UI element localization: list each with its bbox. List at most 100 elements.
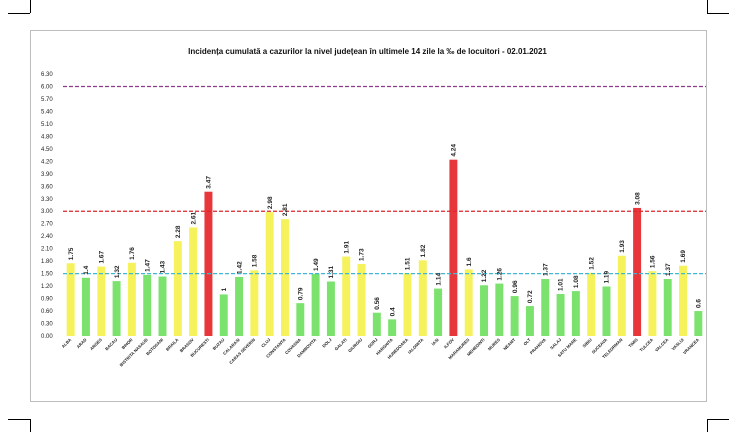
y-tick-label: 3.60 [41, 184, 53, 190]
data-label: 1.19 [604, 270, 611, 283]
data-label: 1.49 [313, 258, 320, 271]
data-label: 1.67 [98, 251, 105, 264]
bar [158, 276, 167, 336]
data-label: 0.79 [297, 287, 304, 300]
data-label: 0.6 [696, 299, 703, 308]
bar [204, 191, 213, 336]
data-label: 1.82 [420, 244, 427, 257]
y-tick-label: 5.40 [41, 109, 53, 115]
x-tick-label: PRAHOVA [529, 337, 547, 355]
bar [556, 293, 565, 336]
x-tick-label: DOLJ [321, 337, 333, 349]
y-tick-label: 3.30 [41, 197, 53, 203]
bar [235, 276, 244, 336]
y-tick-label: 4.20 [41, 159, 53, 165]
bar [250, 270, 259, 336]
bar [449, 159, 458, 336]
data-label: 0.4 [389, 307, 396, 316]
chart-title: Incidența cumulată a cazurilor la nivel … [188, 47, 547, 56]
data-label: 2.81 [282, 203, 289, 216]
bar [81, 277, 90, 336]
bar [357, 264, 366, 336]
x-tick-label: BACAU [104, 337, 118, 351]
y-tick-label: 0.90 [41, 297, 53, 303]
data-label: 1.93 [619, 240, 626, 253]
y-tick-label: 3.00 [41, 209, 53, 215]
bar [694, 311, 703, 336]
bar [112, 281, 121, 336]
data-label: 1.52 [588, 257, 595, 270]
bar [679, 265, 688, 336]
data-label: 1.26 [497, 268, 504, 281]
data-label: 1.75 [68, 247, 75, 260]
x-tick-label: ARAD [76, 337, 88, 349]
crop-mark-top-right-v [707, 0, 708, 13]
bar [342, 256, 351, 336]
x-tick-label: TULCEA [639, 337, 655, 353]
bar [296, 303, 305, 336]
bar [372, 312, 381, 336]
crop-mark-bottom-right-v [707, 419, 708, 432]
data-label: 1.14 [435, 273, 442, 286]
chart-frame [30, 30, 707, 402]
data-label: 1.42 [236, 261, 243, 274]
y-tick-label: 3.90 [41, 172, 53, 178]
x-tick-label: SIBIU [581, 337, 592, 348]
bar [602, 286, 611, 336]
y-tick-label: 5.70 [41, 97, 53, 103]
x-tick-label: VRANCEA [682, 337, 700, 355]
data-label: 1.37 [665, 263, 672, 276]
data-label: 1.47 [144, 259, 151, 272]
bar [587, 272, 596, 336]
x-tick-label: NEAMT [502, 337, 516, 351]
y-tick-label: 4.80 [41, 134, 53, 140]
data-label: 1.58 [252, 254, 259, 267]
x-tick-label: ARGES [89, 337, 103, 351]
bar [633, 207, 642, 336]
data-label: 4.24 [451, 144, 458, 157]
data-label: 3.47 [206, 176, 213, 189]
y-tick-label: 1.80 [41, 259, 53, 265]
data-label: 1.43 [160, 260, 167, 273]
y-tick-label: 2.10 [41, 247, 53, 253]
y-tick-label: 0.00 [41, 334, 53, 340]
bar [219, 294, 228, 336]
bar [311, 274, 320, 336]
data-label: 1.56 [650, 255, 657, 268]
bar [189, 227, 198, 336]
x-tick-label: ALBA [61, 337, 73, 349]
x-tick-label: ILFOV [443, 337, 455, 349]
y-tick-label: 5.10 [41, 122, 53, 128]
crop-mark-bottom-left-h [8, 419, 30, 420]
bar [648, 271, 657, 336]
data-label: 0.96 [512, 280, 519, 293]
y-tick-label: 0.30 [41, 322, 53, 328]
data-label: 1.32 [114, 265, 121, 278]
bar [495, 283, 504, 336]
bar [480, 285, 488, 336]
data-label: 1.37 [542, 263, 549, 276]
bar [66, 263, 75, 336]
data-label: 1 [221, 287, 228, 291]
bar [97, 266, 106, 336]
bar [541, 279, 550, 336]
bar [403, 273, 412, 336]
data-label: 1.4 [83, 265, 90, 274]
data-label: 1.51 [405, 257, 412, 270]
y-tick-label: 6.00 [41, 84, 53, 90]
data-label: 1.76 [129, 247, 136, 260]
crop-mark-top-left-h [8, 13, 30, 14]
x-tick-label: SALAJ [549, 337, 563, 351]
x-tick-label: MURES [487, 337, 501, 351]
x-tick-label: IASI [430, 337, 439, 346]
y-tick-label: 1.20 [41, 284, 53, 290]
data-label: 1.91 [343, 241, 350, 254]
x-tick-label: CLUJ [260, 337, 272, 349]
y-tick-label: 1.50 [41, 272, 53, 278]
x-tick-label: BIHOR [121, 337, 134, 350]
data-label: 1.69 [680, 250, 687, 263]
crop-mark-bottom-right-h [707, 419, 729, 420]
bar [418, 260, 427, 336]
x-tick-label: VASLUI [671, 337, 685, 351]
